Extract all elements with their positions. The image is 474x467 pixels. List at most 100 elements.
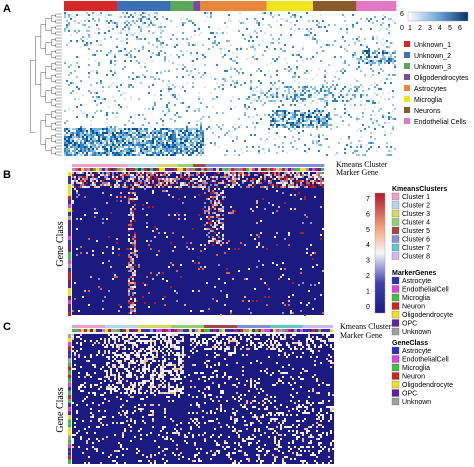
heat-c-cell [162, 370, 164, 372]
heat-a-cell [68, 16, 70, 18]
heat-b-cell [128, 294, 130, 296]
heat-a-cell [160, 28, 162, 30]
heat-a-cell [188, 44, 190, 46]
heat-c-cell [170, 346, 172, 348]
heat-c-cell [176, 346, 178, 348]
heat-b-cell [288, 232, 290, 234]
heat-a-cell [198, 136, 200, 138]
heat-b-cell [216, 196, 218, 198]
heat-b-cell [188, 248, 190, 250]
heat-b-cell [240, 172, 242, 174]
heat-a-cell [230, 68, 232, 70]
heat-c-cell [164, 354, 166, 356]
heat-c-cell [118, 380, 120, 382]
heat-a-cell [392, 110, 394, 112]
heat-a-cell [178, 148, 180, 150]
heat-c-cell [144, 360, 146, 362]
heat-c-cell [172, 346, 174, 348]
heat-c-cell [162, 348, 164, 350]
heat-a-cell [256, 58, 258, 60]
heat-a-cell [382, 58, 384, 60]
heat-a-cell [66, 120, 68, 122]
heat-b-cell [208, 206, 210, 208]
heat-a-cell [334, 88, 336, 90]
heat-b-cell [128, 202, 130, 204]
heat-a-cell [302, 46, 304, 48]
heat-a-cell [158, 78, 160, 80]
heat-b-cell [172, 180, 174, 182]
annot-b-marker [90, 168, 93, 171]
heat-a-cell [80, 110, 82, 112]
heat-c-cell [250, 362, 252, 364]
heat-a-cell [130, 24, 132, 26]
heat-b-cell [210, 230, 212, 232]
heat-c-cell [174, 366, 176, 368]
heat-c-cell [108, 376, 110, 378]
heat-a-cell [200, 124, 202, 126]
heat-a-cell [302, 120, 304, 122]
heat-c-cell [226, 338, 228, 340]
heat-b-cell [122, 186, 124, 188]
heat-b-cell [138, 180, 140, 182]
heat-a-cell [106, 132, 108, 134]
annot-b-marker [186, 168, 189, 171]
heat-b-cell [134, 300, 136, 302]
heat-b-cell [130, 192, 132, 194]
heat-a-cell [172, 140, 174, 142]
heat-a-cell [106, 118, 108, 120]
heat-a-cell [314, 86, 316, 88]
heat-b-cell [102, 184, 104, 186]
heat-a-cell [120, 132, 122, 134]
heat-a-cell [356, 68, 358, 70]
heat-c-cell [272, 338, 274, 340]
heat-b-cell [260, 232, 262, 234]
heat-b-cell [206, 228, 208, 230]
heat-c-cell [180, 370, 182, 372]
heat-b-cell [218, 214, 220, 216]
heat-a-cell [248, 40, 250, 42]
heat-a-cell [394, 108, 396, 110]
heat-c-cell [134, 350, 136, 352]
heat-b-cell [258, 236, 260, 238]
heat-c-cell [248, 348, 250, 350]
heat-b-cell [320, 180, 322, 182]
heat-b-cell [182, 236, 184, 238]
heat-b-cell [222, 236, 224, 238]
heat-b-cell [212, 238, 214, 240]
heat-b-cell [142, 178, 144, 180]
heat-a-cell [290, 130, 292, 132]
heat-c-cell [112, 352, 114, 354]
heat-a-cell [106, 140, 108, 142]
heat-a-cell [136, 142, 138, 144]
annot-c-marker [183, 329, 186, 332]
heat-a-cell [124, 30, 126, 32]
heat-c-cell [204, 348, 206, 350]
heat-b-cell [296, 182, 298, 184]
heat-b-cell [216, 176, 218, 178]
heat-c-cell [250, 340, 252, 342]
heat-c-cell [100, 338, 102, 340]
heat-a-cell [188, 150, 190, 152]
heat-b-cell [248, 174, 250, 176]
heat-b-cell [300, 180, 302, 182]
heat-b-cell [212, 244, 214, 246]
heat-a-cell [270, 74, 272, 76]
heat-b-cell [146, 226, 148, 228]
heat-a-cell [144, 136, 146, 138]
heat-a-cell [318, 116, 320, 118]
heat-c-cell [280, 372, 282, 374]
heat-b-cell [188, 182, 190, 184]
heat-a-cell [154, 12, 156, 14]
heat-a-cell [374, 52, 376, 54]
heat-b-cell [216, 254, 218, 256]
heat-a-cell [194, 30, 196, 32]
heat-a-cell [86, 144, 88, 146]
heat-a-cell [300, 98, 302, 100]
heat-a-cell [380, 62, 382, 64]
annot-c-kmeans [165, 325, 168, 328]
heat-b-cell [132, 288, 134, 290]
heat-a-cell [296, 110, 298, 112]
heat-c-cell [142, 348, 144, 350]
heat-b-cell [312, 176, 314, 178]
heat-b-cell [218, 278, 220, 280]
